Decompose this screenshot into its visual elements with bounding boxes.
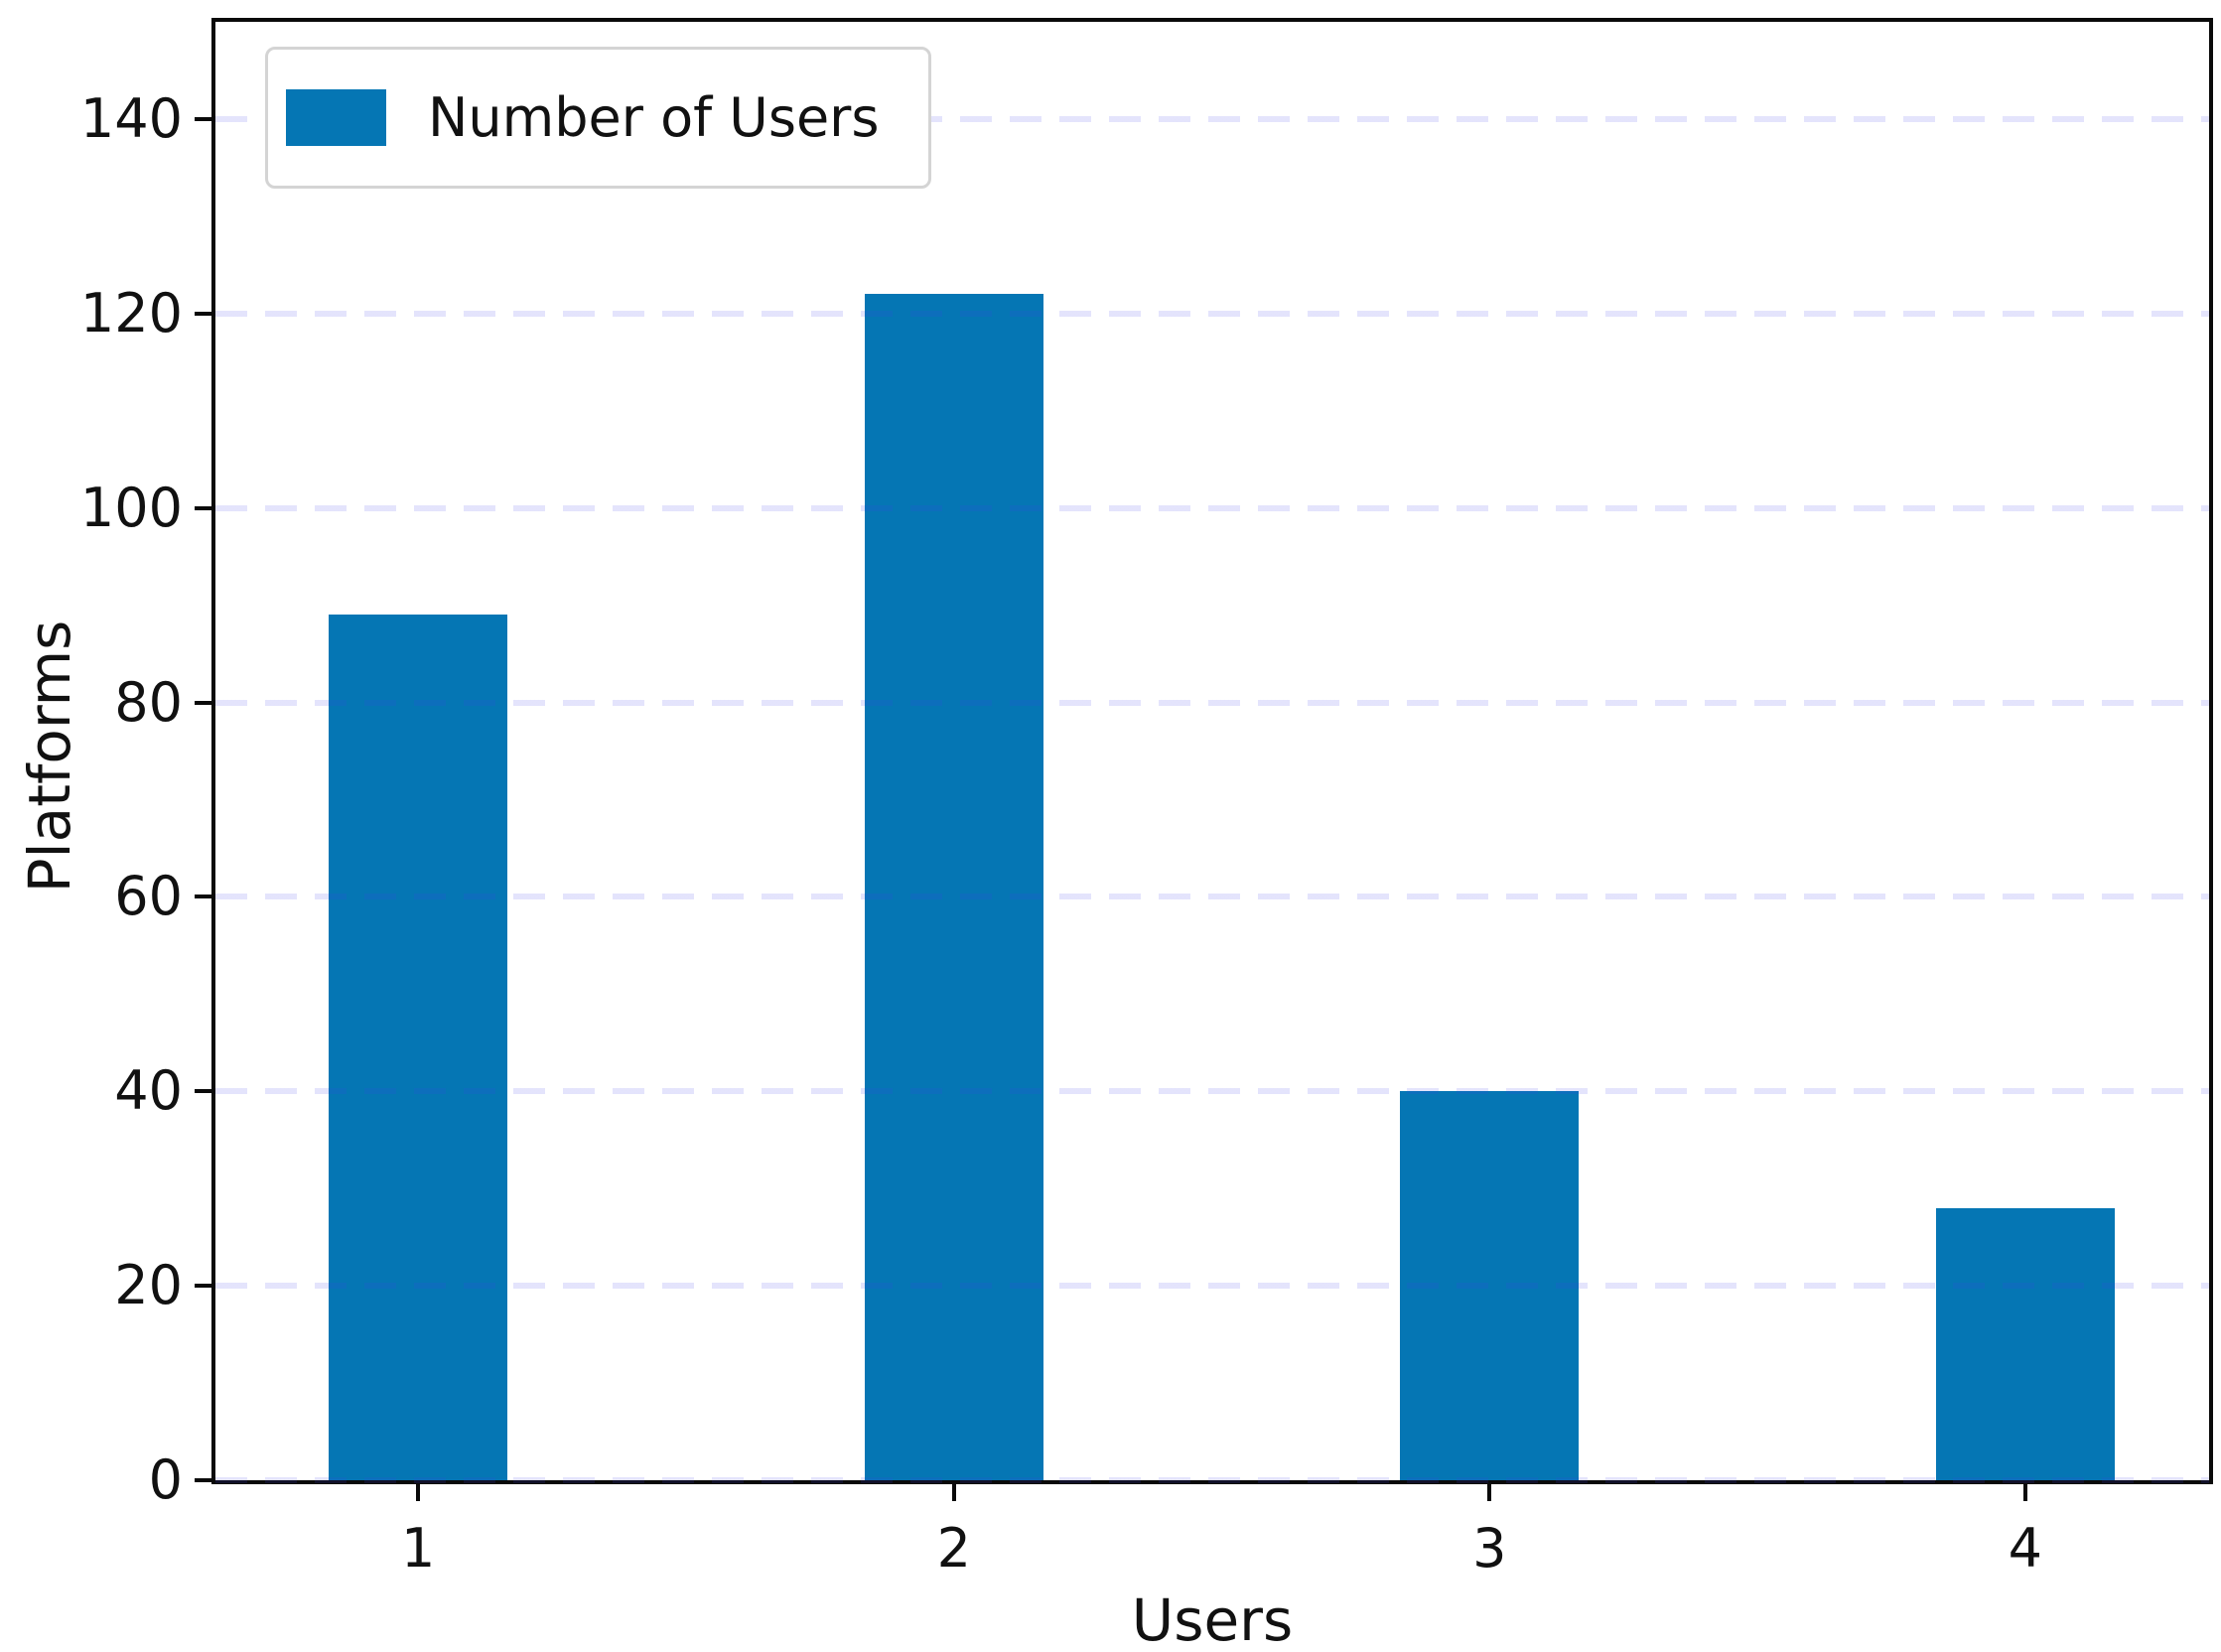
y-tick-label-120: 120	[79, 281, 183, 344]
bar-category-4	[1935, 1208, 2115, 1480]
x-tick-label-2: 2	[936, 1517, 971, 1580]
gridline-y-20	[215, 1283, 2209, 1290]
x-tick-mark-1	[416, 1484, 421, 1501]
x-tick-label-4: 4	[2008, 1517, 2043, 1580]
x-axis-label: Users	[1131, 1586, 1294, 1652]
y-tick-label-80: 80	[114, 670, 183, 734]
y-tick-mark-80	[195, 700, 211, 705]
gridline-y-80	[215, 699, 2209, 706]
y-tick-mark-140	[195, 116, 211, 121]
y-tick-mark-20	[195, 1284, 211, 1289]
gridline-y-120	[215, 310, 2209, 317]
y-tick-label-140: 140	[79, 86, 183, 150]
y-tick-mark-100	[195, 505, 211, 510]
bar-category-1	[329, 615, 508, 1480]
bar-category-2	[864, 294, 1043, 1480]
x-tick-mark-3	[1487, 1484, 1492, 1501]
gridline-y-60	[215, 894, 2209, 900]
x-tick-label-1: 1	[401, 1517, 436, 1580]
legend-swatch	[286, 89, 386, 146]
y-tick-label-60: 60	[114, 865, 183, 928]
y-tick-mark-40	[195, 1089, 211, 1094]
x-tick-label-3: 3	[1472, 1517, 1507, 1580]
legend-label: Number of Users	[428, 86, 880, 149]
gridline-y-100	[215, 504, 2209, 511]
plot-area	[211, 18, 2213, 1484]
y-tick-label-0: 0	[148, 1448, 183, 1511]
gridline-y-40	[215, 1088, 2209, 1095]
x-tick-mark-4	[2022, 1484, 2027, 1501]
y-tick-mark-0	[195, 1478, 211, 1482]
y-tick-label-40: 40	[114, 1059, 183, 1123]
y-tick-mark-60	[195, 895, 211, 899]
gridline-y-0	[215, 1477, 2209, 1483]
y-tick-label-100: 100	[79, 476, 183, 539]
legend: Number of Users	[265, 47, 931, 189]
y-tick-mark-120	[195, 311, 211, 316]
bar-category-3	[1400, 1091, 1580, 1480]
x-tick-mark-2	[951, 1484, 956, 1501]
y-tick-label-20: 20	[114, 1254, 183, 1317]
